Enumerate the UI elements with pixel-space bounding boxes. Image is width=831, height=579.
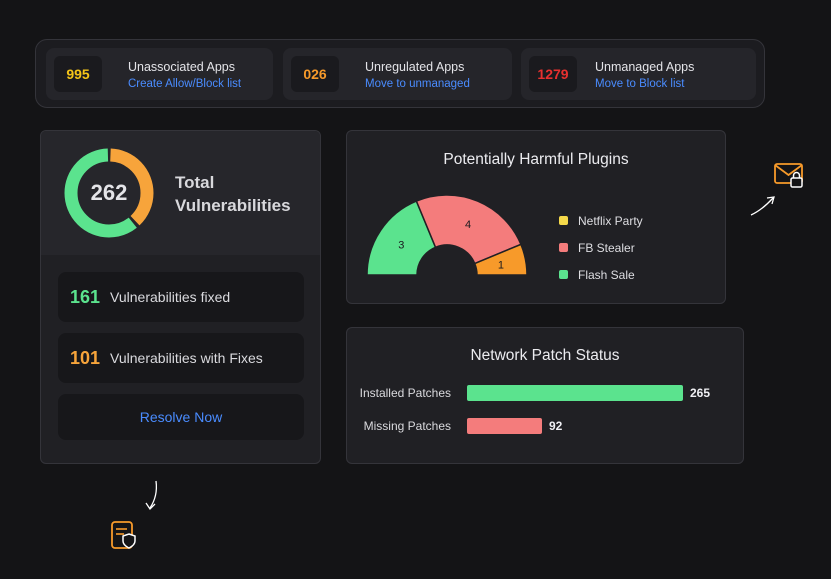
app-card-title: Unassociated Apps [128,60,236,74]
vulnerabilities-fixed-count: 161 [70,286,101,307]
legend-label: Flash Sale [578,267,635,282]
donut-segment-fixed [64,148,154,238]
resolve-now-button[interactable]: Resolve Now [58,394,304,440]
app-card-unregulated: 026 Unregulated Apps Move to unmanaged [283,48,512,100]
vulnerabilities-with-fixes-row: 101 Vulnerabilities with Fixes [58,333,304,383]
app-count-badge: 1279 [529,56,577,92]
vulnerabilities-fixed-label: Vulnerabilities fixed [110,289,231,305]
gauge-slice-value-label: 3 [398,239,404,251]
app-count-badge: 995 [54,56,102,92]
app-card-unassociated: 995 Unassociated Apps Create Allow/Block… [46,48,273,100]
harmful-plugins-gauge-chart: 3 4 1 [367,194,527,276]
network-patch-panel: Network Patch Status Installed Patches 2… [346,327,744,464]
harmful-plugins-title: Potentially Harmful Plugins [443,151,629,168]
total-vulnerabilities-title: Total Vulnerabilities [175,173,291,215]
app-count-badge: 026 [291,56,339,92]
legend-swatch [559,216,568,225]
gauge-slice-value-label: 4 [465,219,471,231]
vulnerabilities-fixed-row: 161 Vulnerabilities fixed [58,272,304,322]
missing-patches-row: Missing Patches 92 [347,418,743,436]
legend-label: Netflix Party [578,213,643,228]
missing-patches-label: Missing Patches [363,419,451,433]
installed-patches-label: Installed Patches [359,386,451,400]
legend-item-fb-stealer: FB Stealer [559,234,643,261]
legend-label: FB Stealer [578,240,635,255]
vulnerabilities-summary: 262 Total Vulnerabilities [41,131,320,255]
secure-mail-icon [750,163,803,216]
app-card-title: Unmanaged Apps [595,60,695,74]
vulnerabilities-donut [64,148,154,238]
legend-item-flash-sale: Flash Sale [559,261,643,288]
missing-patches-bar [467,418,542,434]
installed-patches-bar [467,385,683,401]
installed-patches-value: 265 [690,386,711,400]
legend-swatch [559,243,568,252]
legend-swatch [559,270,568,279]
network-patch-title: Network Patch Status [470,347,620,364]
app-card-title: Unregulated Apps [365,60,465,74]
missing-patches-value: 92 [549,419,563,433]
gauge-slice-fb-stealer [415,194,522,265]
move-to-block-list-link[interactable]: Move to Block list [595,78,685,90]
donut-segment-with-fixes [64,148,154,238]
gauge-slice-flash-sale [367,200,437,276]
installed-patches-row: Installed Patches 265 [347,385,743,403]
move-to-unmanaged-link[interactable]: Move to unmanaged [365,78,470,90]
create-allow-block-list-link[interactable]: Create Allow/Block list [128,78,242,90]
total-vulnerabilities-count: 262 [90,180,128,205]
harmful-plugins-panel: Potentially Harmful Plugins 3 4 1 Netflix … [346,130,726,304]
harmful-plugins-legend: Netflix Party FB Stealer Flash Sale [559,207,643,288]
secure-document-icon [111,480,158,549]
vulnerabilities-with-fixes-label: Vulnerabilities with Fixes [110,350,263,366]
gauge-slice-value-label: 1 [498,259,504,271]
app-summary-strip: 995 Unassociated Apps Create Allow/Block… [35,39,765,108]
vulnerabilities-with-fixes-count: 101 [70,347,101,368]
app-card-unmanaged: 1279 Unmanaged Apps Move to Block list [521,48,756,100]
legend-item-netflix-party: Netflix Party [559,207,643,234]
gauge-slice-netflix-party [473,243,527,276]
vulnerabilities-panel: 262 Total Vulnerabilities 161 Vulnerabil… [40,130,321,464]
